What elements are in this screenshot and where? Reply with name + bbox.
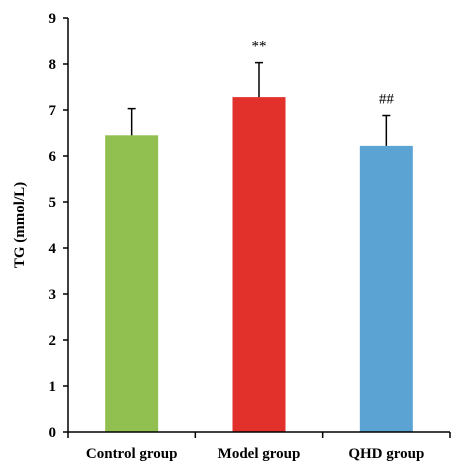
significance-label: ## (379, 92, 395, 108)
x-axis-labels: Control group Model group QHD group (86, 446, 424, 462)
x-tick-label: Control group (86, 446, 178, 462)
x-axis-ticks (67, 432, 451, 438)
bar (359, 145, 413, 432)
significance-annotations: ** ## (252, 39, 395, 108)
bar (232, 97, 286, 433)
bars (105, 97, 413, 433)
y-tick-label: 3 (49, 287, 57, 303)
bar (105, 135, 159, 433)
y-axis-ticks: 0 1 2 3 4 5 6 7 8 9 (49, 11, 68, 441)
significance-label: ** (252, 39, 267, 55)
error-bars (127, 61, 391, 146)
x-tick-label: QHD group (348, 446, 424, 462)
x-tick-label: Model group (218, 446, 301, 462)
y-tick-label: 5 (49, 195, 57, 211)
y-tick-label: 7 (49, 103, 57, 119)
y-tick-label: 8 (49, 57, 57, 73)
y-axis-title: TG (mmol/L) (12, 182, 28, 268)
y-tick-label: 9 (49, 11, 57, 27)
y-tick-label: 4 (49, 241, 57, 257)
y-tick-label: 2 (49, 333, 57, 349)
y-tick-label: 0 (49, 425, 57, 441)
y-tick-label: 6 (49, 149, 57, 165)
y-tick-label: 1 (49, 379, 57, 395)
